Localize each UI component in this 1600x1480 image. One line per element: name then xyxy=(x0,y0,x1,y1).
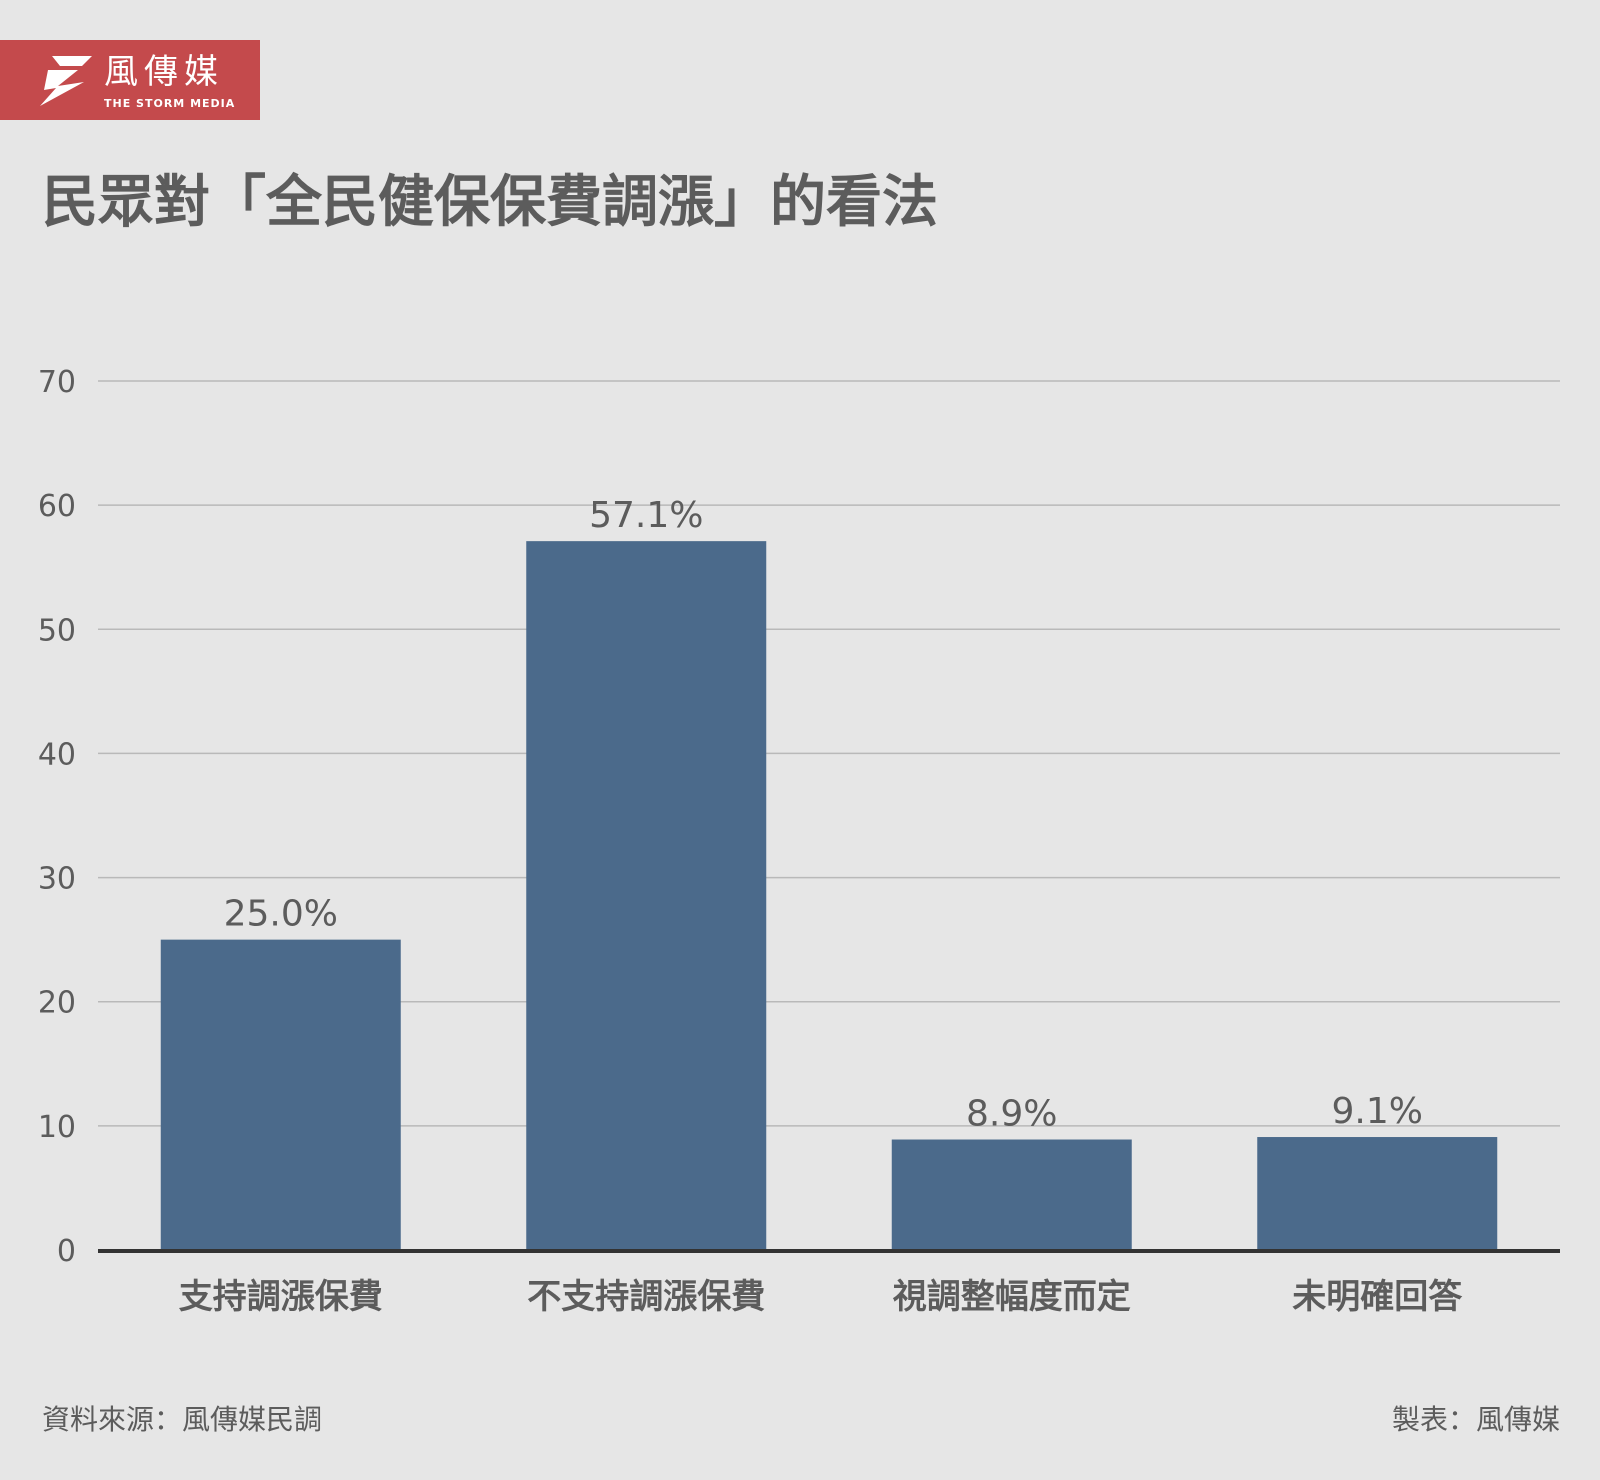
x-tick-label: 支持調漲保費 xyxy=(179,1277,383,1317)
y-tick-label: 70 xyxy=(38,365,76,400)
bar xyxy=(891,1139,1132,1250)
credit-note: 製表：風傳媒 xyxy=(1391,1403,1560,1436)
y-tick-label: 0 xyxy=(57,1234,76,1269)
y-tick-label: 60 xyxy=(38,489,76,524)
y-tick-label: 30 xyxy=(38,862,76,897)
data-label: 9.1% xyxy=(1332,1091,1423,1132)
data-label: 8.9% xyxy=(966,1094,1057,1135)
brand-name: 風傳媒 xyxy=(104,52,224,92)
bar xyxy=(160,939,401,1250)
brand-name-en: THE STORM MEDIA xyxy=(104,97,236,110)
y-tick-label: 50 xyxy=(38,613,76,648)
bar xyxy=(526,541,767,1250)
y-tick-label: 20 xyxy=(38,986,76,1021)
y-tick-label: 10 xyxy=(38,1110,76,1145)
source-note: 資料來源：風傳媒民調 xyxy=(42,1403,323,1436)
x-tick-label: 不支持調漲保費 xyxy=(527,1277,765,1317)
chart-title: 民眾對「全民健保保費調漲」的看法 xyxy=(42,170,938,235)
x-tick-label: 視調整幅度而定 xyxy=(893,1277,1131,1317)
y-tick-label: 40 xyxy=(38,737,76,772)
x-tick-label: 未明確回答 xyxy=(1292,1277,1463,1317)
storm-logo-icon xyxy=(40,56,92,106)
brand-logo: 風傳媒 THE STORM MEDIA xyxy=(0,40,260,120)
data-label: 25.0% xyxy=(224,894,338,935)
bar xyxy=(1257,1137,1498,1250)
data-label: 57.1% xyxy=(589,495,703,536)
